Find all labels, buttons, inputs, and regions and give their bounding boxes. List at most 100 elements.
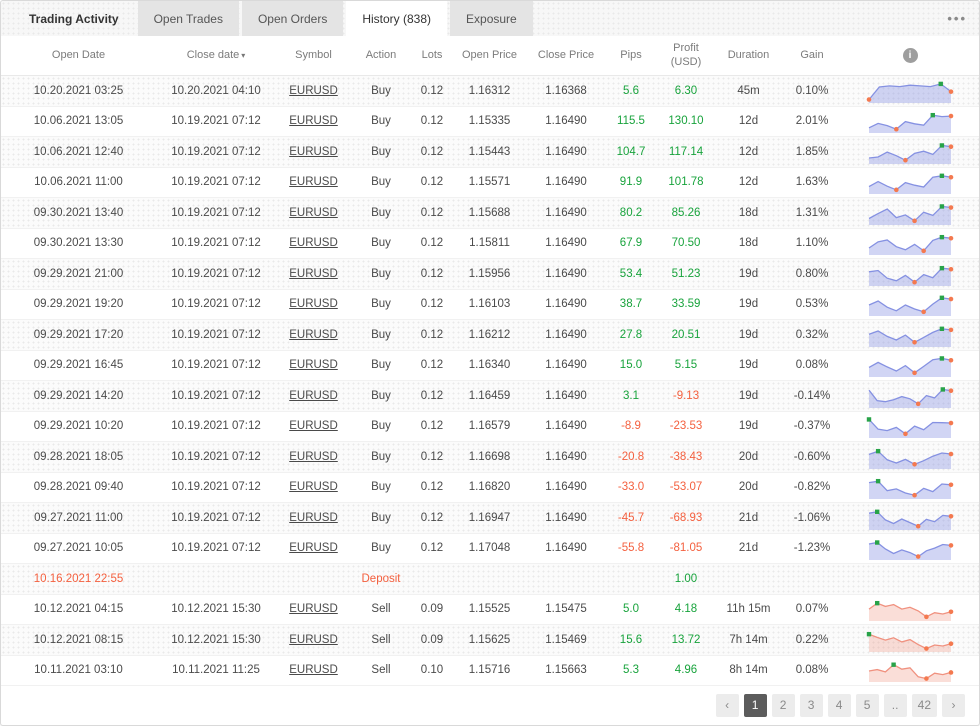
cell-duration: 21d	[738, 542, 759, 555]
cell-close-price: 1.16490	[545, 267, 587, 280]
deposit-row: 10.16.2021 22:55 Deposit 1.00	[1, 564, 979, 595]
cell-lots: 0.12	[420, 267, 444, 280]
cell-open-date: 09.28.2021 18:05	[33, 450, 124, 463]
column-header-profit-usd: Profit (USD)	[656, 42, 716, 70]
cell-close-date: 10.12.2021 15:30	[171, 603, 261, 616]
tab-trading-activity[interactable]: Trading Activity	[29, 11, 119, 26]
trade-row: 09.27.2021 10:05 10.19.2021 07:12 EURUSD Bu…	[1, 534, 979, 564]
tab-open-trades[interactable]: Open Trades	[137, 1, 239, 36]
trade-row: 10.11.2021 03:10 10.11.2021 11:25 EURUSD Se…	[1, 656, 979, 686]
page-button-42[interactable]: 42	[911, 693, 937, 717]
column-header-chart[interactable]: i	[843, 48, 977, 63]
symbol-link[interactable]: EURUSD	[289, 359, 338, 372]
tab-bar: Trading Activity Open Trades Open Orders…	[1, 1, 979, 36]
trade-row: 09.29.2021 21:00 10.19.2021 07:12 EURUSD Bu…	[1, 259, 979, 290]
symbol-link[interactable]: EURUSD	[289, 633, 338, 646]
next-page-button[interactable]: ›	[942, 693, 965, 717]
cell-open-price: 1.16698	[468, 450, 511, 463]
cell-close-date: 10.19.2021 07:12	[171, 420, 261, 433]
cell-profit: 13.72	[671, 633, 701, 646]
cell-close-date: 10.19.2021 07:12	[171, 389, 261, 402]
column-header-action: Action	[351, 49, 411, 63]
cell-duration: 19d	[738, 298, 759, 311]
cell-profit: -81.05	[669, 542, 703, 555]
trade-sparkline-chart	[843, 535, 977, 561]
cell-close-date: 10.19.2021 07:12	[171, 115, 261, 128]
column-header-duration: Duration	[716, 49, 781, 63]
cell-gain: -0.37%	[793, 420, 831, 433]
cell-pips: 80.2	[619, 206, 643, 219]
cell-symbol: EURUSD	[276, 115, 351, 127]
cell-profit: -9.13	[672, 389, 700, 402]
info-icon[interactable]: i	[902, 48, 918, 63]
page-button-5[interactable]: 5	[855, 693, 879, 717]
symbol-link[interactable]: EURUSD	[289, 664, 338, 677]
symbol-link[interactable]: EURUSD	[289, 298, 338, 311]
symbol-link[interactable]: EURUSD	[289, 420, 338, 433]
column-header-pips: Pips	[606, 49, 656, 63]
column-header-close-date[interactable]: Close date ▾	[156, 49, 276, 63]
symbol-link[interactable]: EURUSD	[289, 206, 338, 219]
cell-action: Buy	[371, 481, 391, 494]
cell-duration: 19d	[738, 359, 759, 372]
page-button-4[interactable]: 4	[827, 693, 851, 717]
cell-profit: 117.14	[668, 145, 704, 158]
cell-close-date: 10.19.2021 07:12	[171, 359, 261, 372]
column-header-lots: Lots	[411, 49, 453, 63]
trade-row: 09.30.2021 13:30 10.19.2021 07:12 EURUSD Bu…	[1, 229, 979, 259]
symbol-link[interactable]: EURUSD	[289, 267, 338, 280]
cell-close-price: 1.16490	[545, 450, 587, 463]
cell-close-date: 10.19.2021 07:12	[171, 450, 261, 463]
cell-open-date: 09.29.2021 14:20	[33, 389, 124, 402]
cell-open-price: 1.16103	[468, 298, 511, 311]
cell-action: Buy	[371, 450, 391, 463]
symbol-link[interactable]: EURUSD	[289, 145, 338, 158]
cell-pips: 38.7	[619, 298, 643, 311]
cell-lots: 0.12	[420, 115, 444, 128]
symbol-link[interactable]: EURUSD	[289, 389, 338, 402]
cell-duration: 18d	[738, 237, 759, 250]
symbol-link[interactable]: EURUSD	[289, 481, 338, 494]
symbol-link[interactable]: EURUSD	[289, 237, 338, 250]
cell-pips: 53.4	[619, 267, 643, 280]
symbol-link[interactable]: EURUSD	[289, 176, 338, 189]
cell-symbol: EURUSD	[276, 390, 351, 402]
cell-open-date: 09.29.2021 10:20	[33, 420, 124, 433]
cell-open-date: 09.29.2021 16:45	[33, 359, 124, 372]
cell-gain: 1.31%	[795, 206, 829, 219]
symbol-link[interactable]: EURUSD	[289, 542, 338, 555]
trade-row: 10.20.2021 03:25 10.20.2021 04:10 EURUSD Bu…	[1, 76, 979, 107]
page-button-2[interactable]: 2	[771, 693, 795, 717]
trade-sparkline-chart	[843, 230, 977, 256]
symbol-link[interactable]: EURUSD	[289, 115, 338, 128]
cell-profit: 33.59	[671, 298, 701, 311]
tab-history[interactable]: History (838)	[346, 1, 448, 36]
cell-open-price: 1.15811	[469, 237, 510, 250]
symbol-link[interactable]: EURUSD	[289, 328, 338, 341]
tab-open-orders[interactable]: Open Orders	[241, 1, 344, 36]
cell-close-price: 1.16490	[545, 328, 587, 341]
tab-exposure[interactable]: Exposure	[450, 1, 533, 36]
cell-profit: -68.93	[669, 511, 703, 524]
trade-row: 09.27.2021 11:00 10.19.2021 07:12 EURUSD Bu…	[1, 503, 979, 534]
cell-profit: -23.53	[669, 420, 703, 433]
cell-close-date: 10.19.2021 07:12	[171, 206, 261, 219]
more-options-icon[interactable]: •••	[947, 11, 967, 26]
trade-sparkline-chart	[843, 352, 977, 378]
prev-page-button[interactable]: ‹	[715, 693, 739, 717]
cell-lots: 0.12	[420, 145, 444, 158]
symbol-link[interactable]: EURUSD	[289, 450, 338, 463]
page-button-3[interactable]: 3	[799, 693, 823, 717]
cell-pips: 3.1	[623, 389, 639, 402]
symbol-link[interactable]: EURUSD	[289, 84, 338, 97]
cell-symbol: EURUSD	[276, 146, 351, 158]
symbol-link[interactable]: EURUSD	[289, 603, 338, 616]
symbol-link[interactable]: EURUSD	[289, 511, 338, 524]
trade-sparkline-chart	[843, 291, 977, 317]
cell-close-date: 10.19.2021 07:12	[171, 176, 261, 189]
cell-action: Buy	[371, 145, 391, 158]
cell-action: Sell	[371, 664, 391, 677]
cell-symbol: EURUSD	[276, 481, 351, 493]
cell-close-price: 1.16490	[545, 511, 587, 524]
page-button-1[interactable]: 1	[743, 693, 767, 717]
